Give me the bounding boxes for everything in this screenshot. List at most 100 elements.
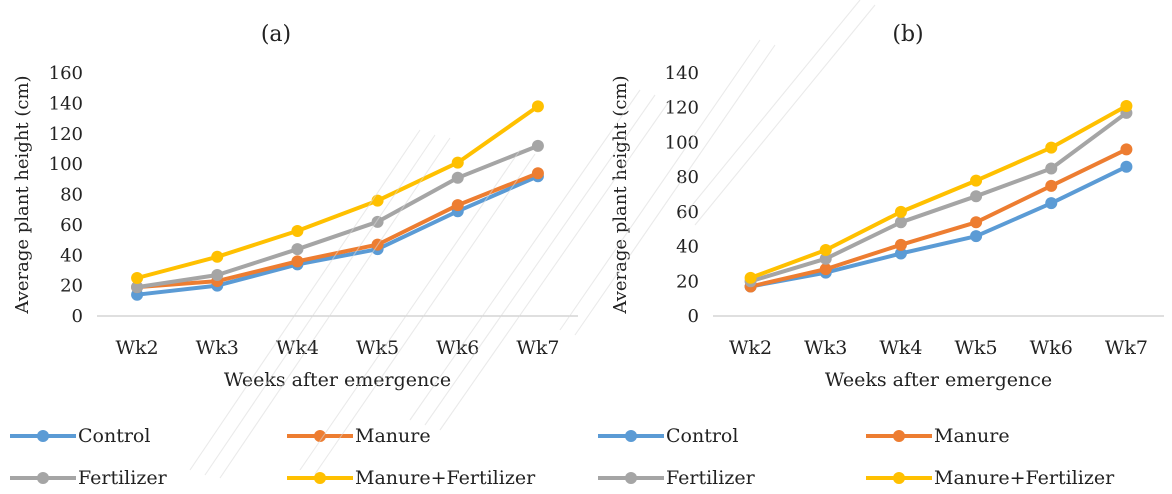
chart-0-legend-item: Control [10,425,150,447]
chart-1-series-fertilizer [744,106,1133,288]
chart-1-x-tick-label: Wk4 [879,337,922,359]
chart-0-x-tick-label: Wk2 [116,337,159,359]
chart-1-data-point [744,271,757,284]
chart-1-data-point [819,252,832,265]
chart-0-data-point [131,281,144,294]
chart-0-data-point [451,171,464,184]
chart-1-data-point [970,190,983,203]
chart-1-data-point [1045,141,1058,154]
chart-1-data-point [1045,197,1058,210]
chart-1-legend-label: Fertilizer [666,467,756,489]
chart-1-data-point [894,205,907,218]
chart-panel-b: (b) 0 20 40 60 80 100 120 140 Average plant heigh… [586,0,1172,494]
chart-0-y-tick-label: 60 [60,215,83,236]
chart-0-y-tick-label: 20 [60,276,83,297]
chart-0-data-point [371,194,384,207]
chart-0-legend-label: Fertilizer [78,467,168,489]
chart-0-legend-item: Manure+Fertilizer [287,467,536,489]
chart-1-title: (b) [892,22,923,47]
chart-1-data-point [1120,160,1133,173]
chart-0-y-tick-label: 140 [49,93,83,114]
chart-1-x-axis-label: Weeks after emergence [825,369,1052,391]
chart-0-legend-item: Manure [287,425,431,447]
chart-1-x-tick-label: Wk7 [1105,337,1148,359]
chart-0-y-axis: 0 20 40 60 80 100 120 140 160 [49,63,83,327]
chart-1-data-point [894,238,907,251]
chart-0-data-point [451,156,464,169]
chart-0-x-axis: Wk2 Wk3 Wk4 Wk5 Wk6 Wk7 [116,337,560,359]
chart-1-legend-swatch-marker [625,430,637,442]
chart-1-legend: Control Manure Fertilizer Manure+Fertilizer [598,425,1115,489]
chart-1-legend-label: Manure [934,425,1010,447]
chart-0-data-point [291,224,304,237]
chart-1-legend-label: Control [666,425,738,447]
chart-1-data-point [1045,179,1058,192]
chart-1-data-point [1120,99,1133,112]
chart-1-series-line [748,110,1129,284]
chart-0-x-axis-label: Weeks after emergence [224,369,451,391]
chart-0-data-point [451,199,464,212]
chart-1-y-tick-label: 40 [676,237,699,258]
chart-0-data-point [291,255,304,268]
chart-0-data-point [211,268,224,281]
chart-1-legend-item: Fertilizer [598,467,756,489]
chart-1-y-tick-label: 120 [665,98,699,119]
chart-1-data-point [970,216,983,229]
chart-1-x-tick-label: Wk6 [1030,337,1073,359]
chart-0-title: (a) [261,22,291,47]
chart-1-y-tick-label: 20 [676,271,699,292]
chart-0-y-tick-label: 80 [60,185,83,206]
chart-0-y-tick-label: 0 [72,306,83,327]
chart-1-data-point [819,263,832,276]
chart-0-legend-swatch-marker [314,472,326,484]
chart-1-y-axis-label: Average plant height (cm) [610,75,631,314]
chart-0-legend-label: Manure [355,425,431,447]
chart-0-y-axis-label: Average plant height (cm) [12,75,33,314]
chart-1-y-tick-label: 100 [665,132,699,153]
chart-0-x-tick-label: Wk6 [436,337,479,359]
chart-0-x-tick-label: Wk5 [356,337,399,359]
chart-0-data-point [531,167,544,180]
chart-0-data-point [531,100,544,113]
chart-1-series-manure [744,143,1133,293]
chart-0-legend-item: Fertilizer [10,467,168,489]
chart-0-series-line [135,171,540,290]
chart-1-y-tick-label: 0 [688,306,699,327]
chart-1-y-tick-label: 60 [676,202,699,223]
chart-1-data-point [894,216,907,229]
chart-0-x-tick-label: Wk4 [276,337,319,359]
chart-1-x-tick-label: Wk2 [729,337,772,359]
chart-1-y-tick-label: 80 [676,167,699,188]
chart-0-series-manure [131,167,544,294]
chart-1-series-line [748,164,1129,289]
chart-1-x-axis: Wk2 Wk3 Wk4 Wk5 Wk6 Wk7 [729,337,1148,359]
chart-0-legend-swatch-marker [37,472,49,484]
chart-1-legend-swatch-marker [893,472,905,484]
chart-1-legend-label: Manure+Fertilizer [934,467,1115,489]
chart-0-y-tick-label: 120 [49,124,83,145]
chart-1-data-point [1045,162,1058,175]
chart-1-legend-item: Manure [866,425,1010,447]
chart-1-data-point [970,174,983,187]
chart-0-data-point [371,238,384,251]
chart-0-legend: Control Manure Fertilizer Manure+Fertilizer [10,425,536,489]
chart-1-y-axis: 0 20 40 60 80 100 120 140 [665,63,699,327]
chart-1-legend-swatch-marker [625,472,637,484]
chart-1-legend-item: Manure+Fertilizer [866,467,1115,489]
chart-1-y-tick-label: 140 [665,63,699,84]
chart-1-series-line [748,147,1129,289]
line-chart-a: (a) 0 20 40 60 80 100 120 140 160 Average plant he… [10,22,578,489]
chart-0-data-point [371,215,384,228]
chart-0-x-tick-label: Wk7 [516,337,559,359]
chart-0-legend-label: Control [78,425,150,447]
chart-1-x-tick-label: Wk5 [955,337,998,359]
chart-1-data-point [1120,143,1133,156]
chart-1-data-point [894,247,907,260]
chart-0-legend-swatch-marker [37,430,49,442]
chart-1-legend-item: Control [598,425,738,447]
chart-0-legend-swatch-marker [314,430,326,442]
chart-panel-a: (a) 0 20 40 60 80 100 120 140 160 Average plant he… [10,22,578,489]
chart-0-x-tick-label: Wk3 [196,337,239,359]
chart-1-series-line [748,104,1129,280]
chart-1-data-point [819,244,832,257]
